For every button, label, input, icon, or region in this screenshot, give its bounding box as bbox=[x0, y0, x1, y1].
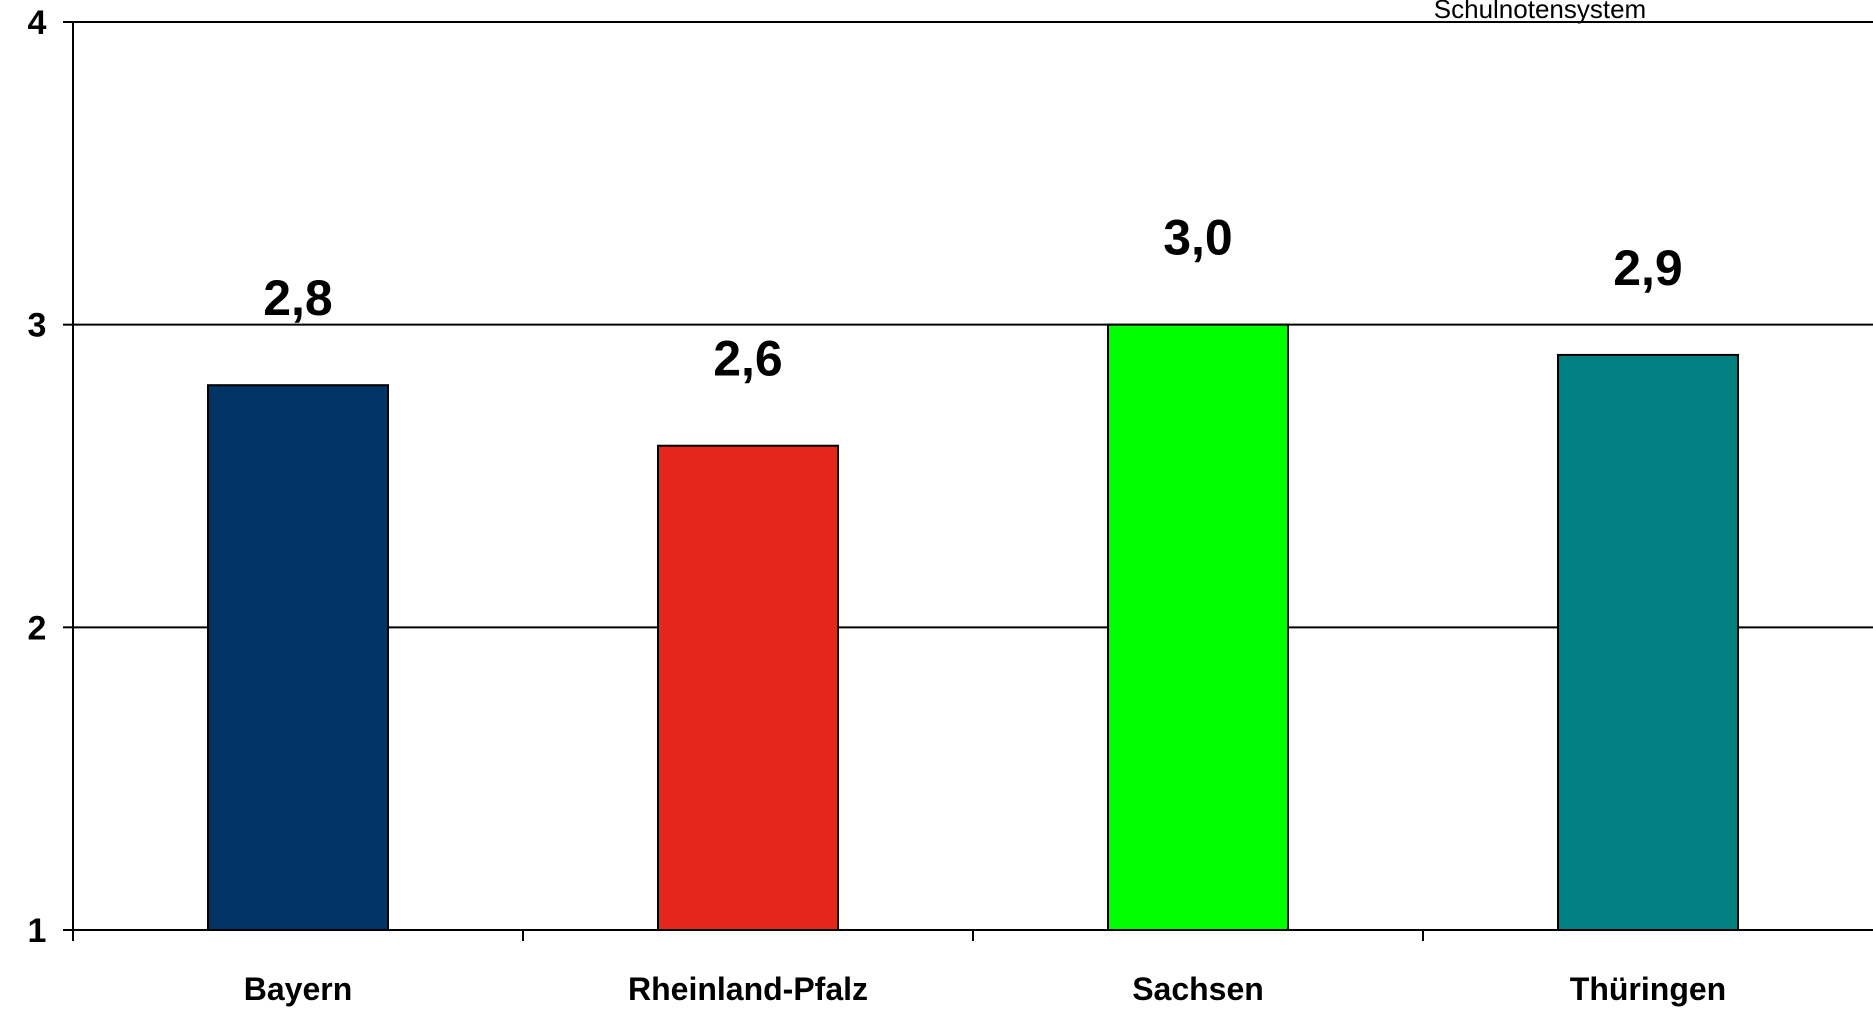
y-tick-label: 2 bbox=[28, 609, 47, 647]
y-tick-label: 3 bbox=[28, 307, 47, 345]
category-label: Bayern bbox=[244, 971, 353, 1007]
category-label: Thüringen bbox=[1570, 971, 1726, 1007]
bar-thüringen bbox=[1557, 353, 1739, 931]
value-label: 3,0 bbox=[1163, 210, 1233, 266]
category-label: Sachsen bbox=[1132, 971, 1264, 1007]
bar-sachsen bbox=[1107, 323, 1289, 931]
scale-note: Schulnotensystem bbox=[1433, 0, 1647, 24]
value-label: 2,8 bbox=[263, 270, 333, 326]
bar-rheinland-pfalz bbox=[657, 444, 839, 931]
y-tick-label: 4 bbox=[28, 4, 47, 42]
bar-bayern bbox=[207, 384, 389, 931]
category-label: Rheinland-Pfalz bbox=[628, 971, 868, 1007]
y-tick-label: 1 bbox=[28, 912, 47, 950]
value-label: 2,6 bbox=[713, 331, 783, 387]
value-label: 2,9 bbox=[1613, 240, 1683, 296]
